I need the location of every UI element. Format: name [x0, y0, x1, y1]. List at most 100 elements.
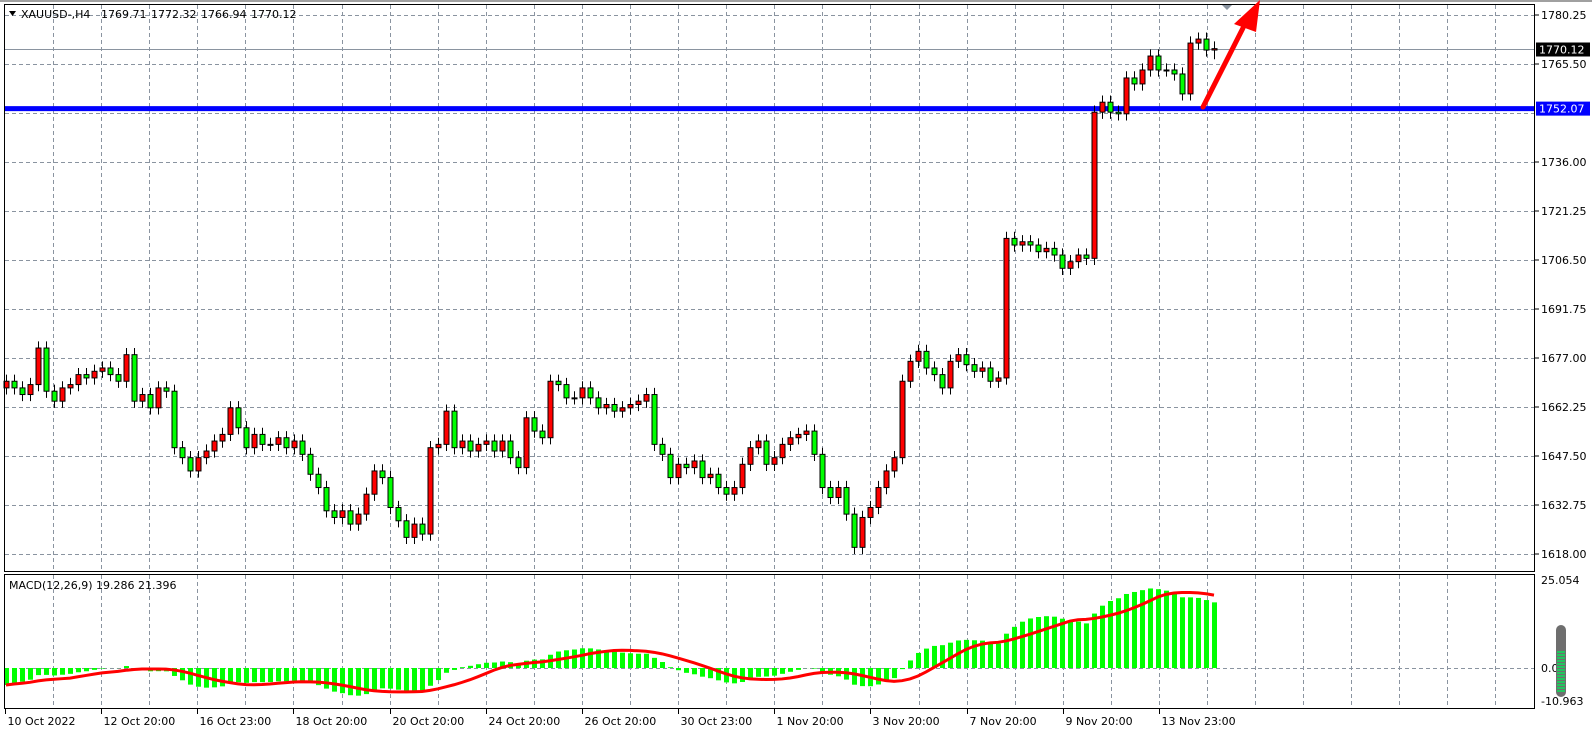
time-tick-label: 10 Oct 2022: [8, 715, 76, 728]
time-tick-label: 3 Nov 20:00: [873, 715, 940, 728]
macd-histogram-bar: [468, 665, 473, 668]
macd-histogram-bar: [1076, 621, 1081, 668]
candle-body: [763, 440, 770, 465]
scale-slider[interactable]: [1556, 625, 1566, 697]
slider-stripe: [1557, 660, 1565, 662]
macd-histogram-bar: [340, 668, 345, 694]
price-tick-label: 1736.00: [1541, 156, 1587, 169]
candle-body: [203, 450, 210, 459]
candle-body: [691, 460, 698, 469]
macd-histogram-bar: [892, 668, 897, 679]
macd-histogram-bar: [428, 668, 433, 686]
candle-body: [299, 440, 306, 455]
macd-pane-frame: [4, 574, 1535, 709]
slider-stripe: [1557, 681, 1565, 683]
top-border: [0, 0, 1592, 2]
candle-body: [355, 513, 362, 525]
macd-histogram-bar: [1156, 589, 1161, 668]
macd-histogram-bar: [652, 657, 657, 668]
candle-body: [131, 354, 138, 402]
macd-histogram-bar: [572, 649, 577, 668]
candle-body: [963, 354, 970, 366]
slider-stripe: [1557, 669, 1565, 671]
candle-body: [259, 433, 266, 445]
macd-histogram-bar: [1140, 590, 1145, 668]
candle-body: [219, 433, 226, 442]
candle-body: [75, 374, 82, 386]
macd-histogram-bar: [1092, 613, 1097, 668]
triangle-down-icon[interactable]: [9, 11, 16, 16]
candle-body: [83, 374, 90, 379]
slider-stripe: [1557, 675, 1565, 677]
candle-body: [363, 493, 370, 515]
candle-body: [947, 360, 954, 389]
macd-histogram-bar: [540, 659, 545, 668]
candle-body: [67, 384, 74, 389]
macd-histogram-bar: [244, 668, 249, 683]
candle-body: [395, 506, 402, 522]
candles: [3, 32, 1218, 554]
candle-body: [675, 463, 682, 479]
macd-histogram-bar: [1052, 616, 1057, 668]
macd-histogram-bar: [684, 668, 689, 673]
macd-series: [4, 588, 1217, 696]
macd-histogram-bar: [1164, 590, 1169, 668]
candle-body: [907, 360, 914, 382]
price-tick-label: 1691.75: [1541, 303, 1587, 316]
candle-body: [1011, 237, 1018, 246]
time-tick-label: 1 Nov 20:00: [777, 715, 844, 728]
candle-body: [867, 506, 874, 518]
candle-body: [627, 404, 634, 409]
low-value: 1766.94: [201, 8, 247, 21]
candle-body: [1067, 261, 1074, 269]
macd-histogram-bar: [172, 668, 177, 676]
macd-histogram-bar: [316, 668, 321, 686]
chart-shift-icon[interactable]: [1222, 5, 1232, 10]
macd-histogram-bar: [500, 661, 505, 668]
macd-histogram-bar: [492, 662, 497, 668]
candle-body: [227, 407, 234, 435]
macd-histogram-bar: [580, 648, 585, 668]
candle-body: [379, 470, 386, 479]
macd-histogram-bar: [788, 668, 793, 672]
candle-body: [139, 394, 146, 402]
candle-body: [443, 410, 450, 445]
candle-body: [1027, 241, 1034, 246]
macd-histogram-bar: [1188, 597, 1193, 668]
candle-body: [59, 387, 66, 402]
macd-histogram-bar: [972, 640, 977, 668]
macd-histogram-bar: [476, 664, 481, 668]
macd-histogram-bar: [388, 668, 393, 689]
candle-body: [547, 380, 554, 439]
candle-body: [755, 440, 762, 449]
candle-body: [475, 443, 482, 452]
candle-body: [859, 516, 866, 548]
candle-body: [899, 380, 906, 459]
arrow-annotation[interactable]: [1200, 0, 1260, 110]
candle-body: [731, 487, 738, 495]
time-tick-label: 20 Oct 20:00: [393, 715, 465, 728]
candle-body: [771, 457, 778, 465]
macd-histogram-bar: [452, 668, 457, 670]
candle-body: [923, 350, 930, 369]
candle-body: [163, 387, 170, 392]
slider-stripe: [1557, 666, 1565, 668]
macd-histogram-bar: [940, 645, 945, 668]
macd-histogram-bar: [1116, 598, 1121, 668]
candle-body: [99, 367, 106, 372]
time-tick-label: 16 Oct 23:00: [200, 715, 272, 728]
candle-body: [307, 453, 314, 475]
candle-body: [451, 410, 458, 449]
candle-body: [1019, 241, 1026, 246]
candle-body: [619, 407, 626, 412]
candle-body: [427, 447, 434, 535]
candle-body: [403, 520, 410, 538]
macd-histogram-bar: [1020, 621, 1025, 668]
candle-body: [1147, 55, 1154, 71]
candle-body: [667, 453, 674, 479]
candle-body: [435, 443, 442, 449]
price-tick-label: 1632.75: [1541, 499, 1587, 512]
candle-body: [787, 437, 794, 445]
macd-histogram-bar: [996, 643, 1001, 668]
